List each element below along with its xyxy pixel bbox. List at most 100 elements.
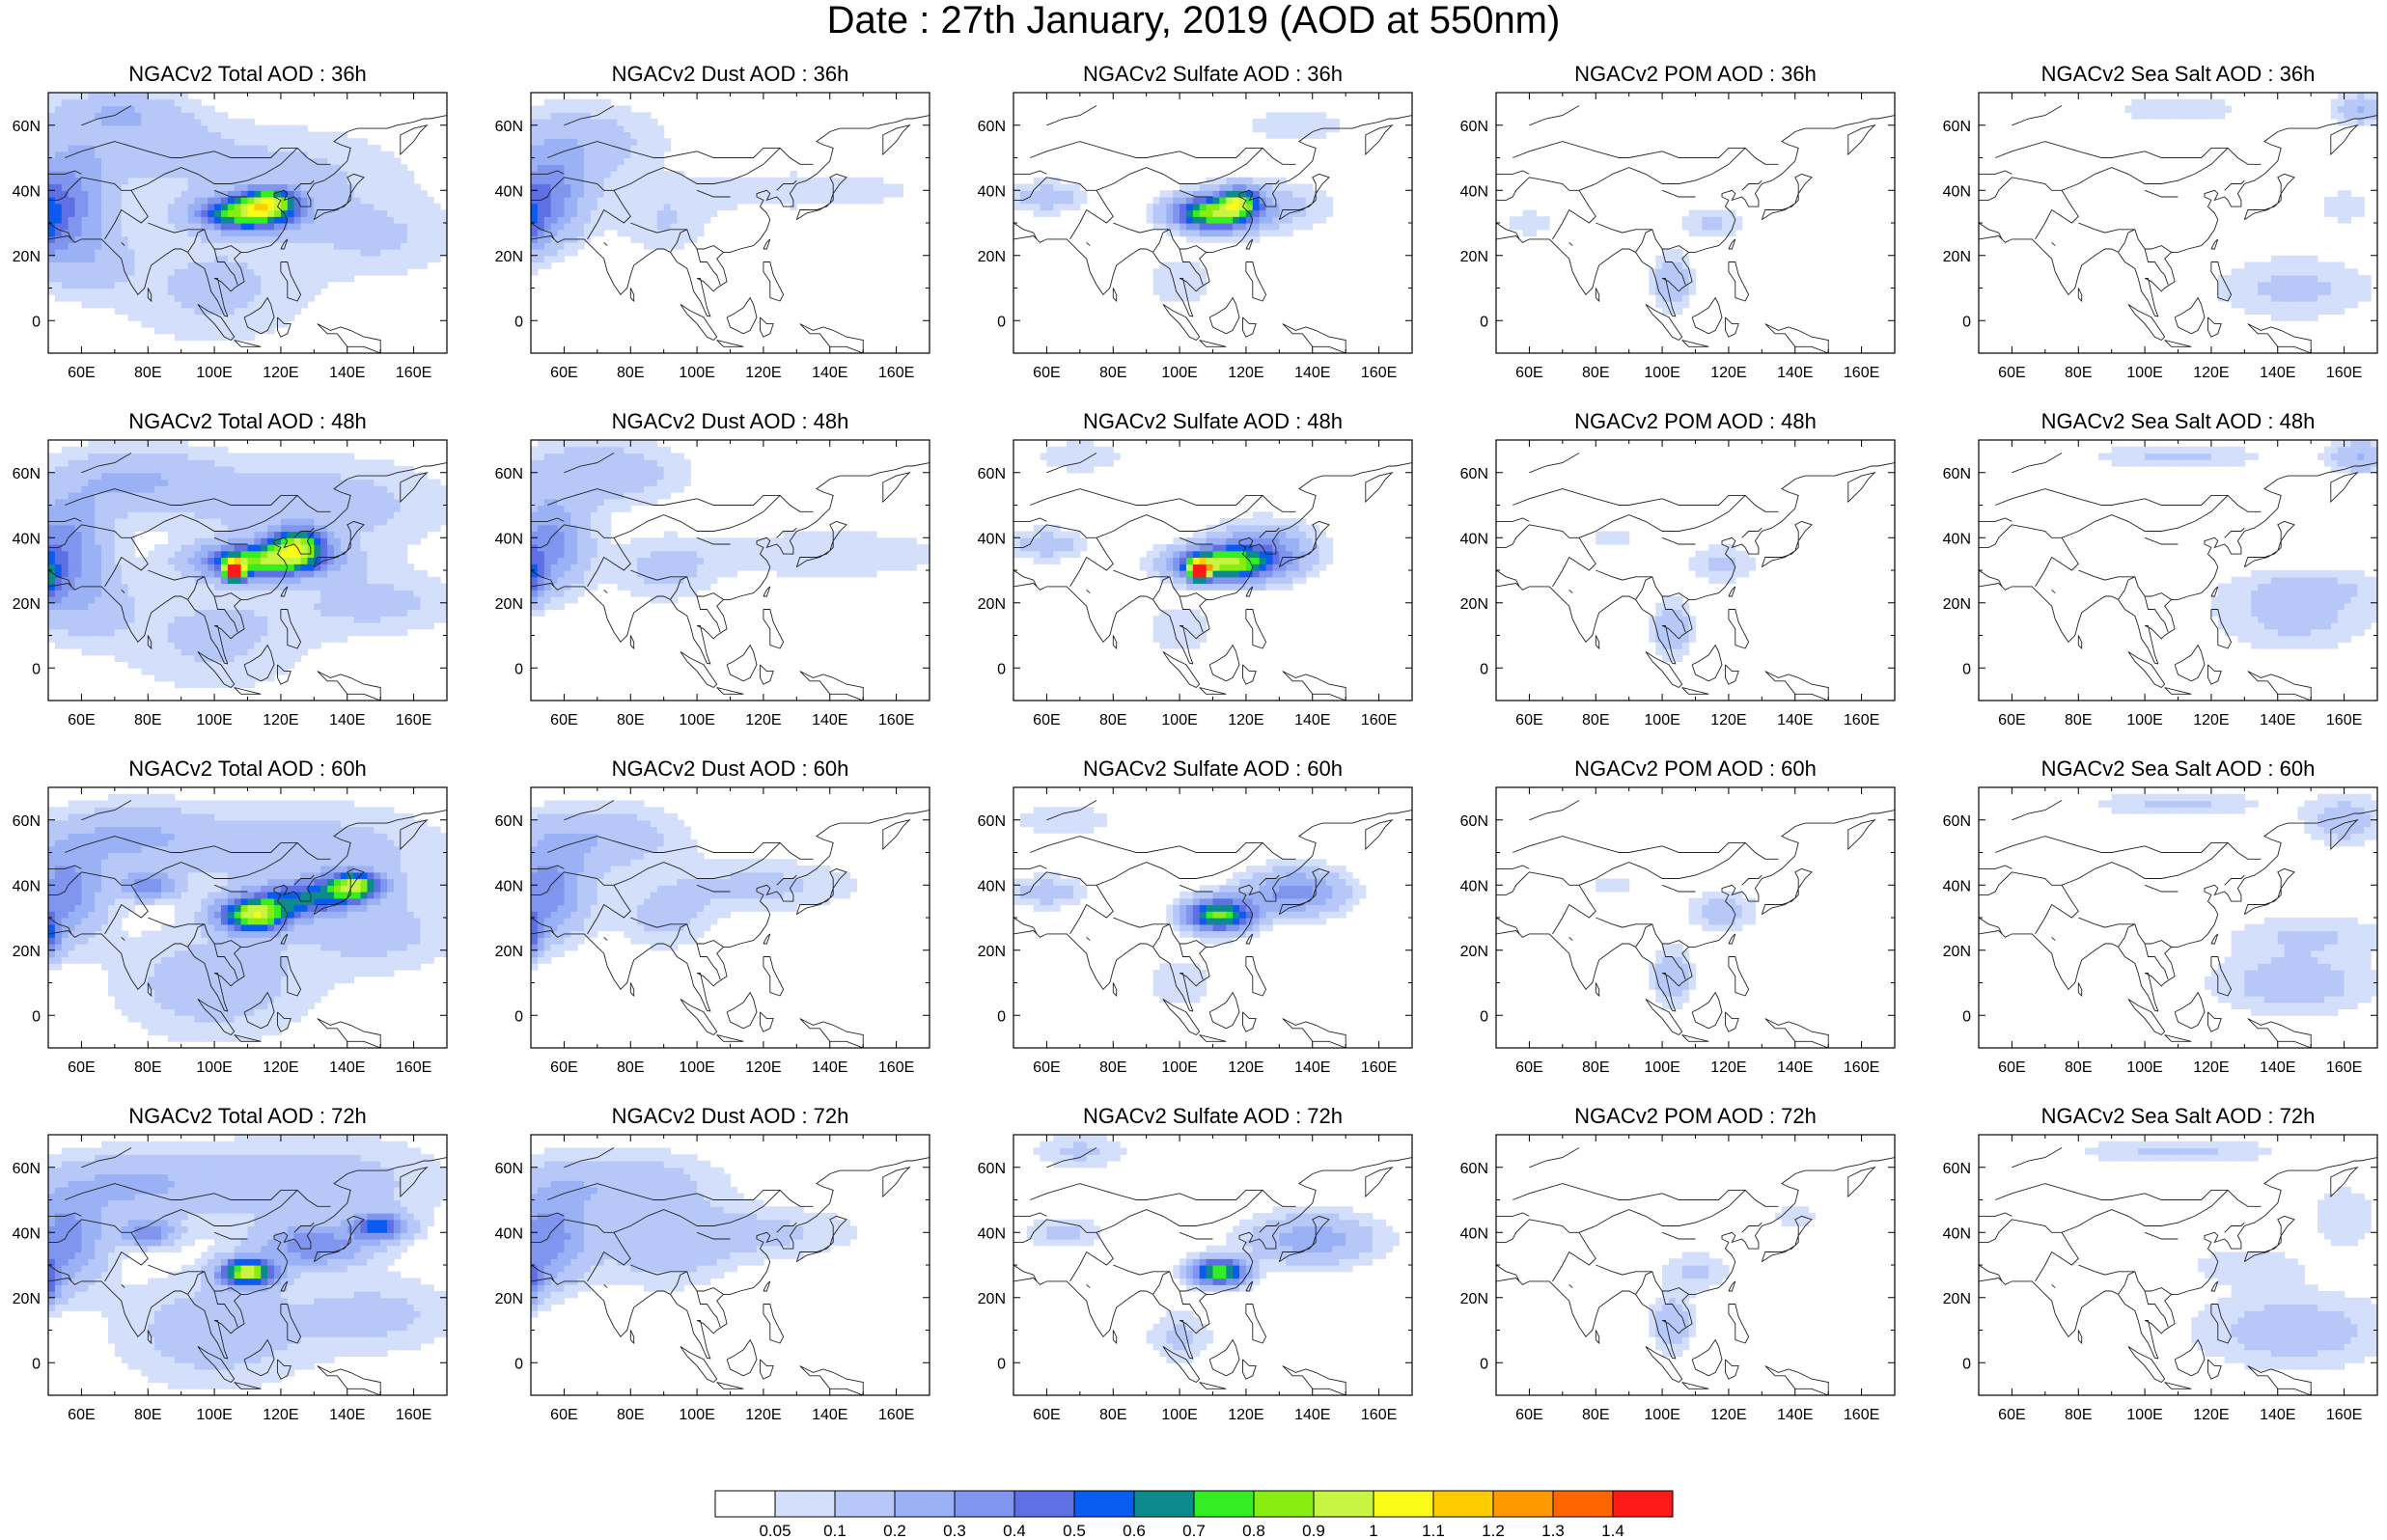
aod-cell	[127, 440, 136, 448]
aod-cell	[174, 654, 182, 663]
aod-cell	[127, 583, 136, 591]
aod-cell	[180, 440, 189, 448]
aod-cell	[1529, 216, 1537, 224]
aod-cell	[320, 466, 328, 474]
aod-cell	[353, 459, 362, 467]
aod-cell	[187, 268, 196, 276]
aod-cell	[2371, 119, 2377, 126]
aod-cell	[121, 550, 129, 559]
aod-cell	[663, 223, 672, 231]
aod-cell	[406, 242, 415, 250]
aod-cell	[320, 596, 328, 604]
aod-cell	[393, 570, 402, 578]
aod-cell	[101, 171, 109, 179]
aod-cell	[624, 209, 631, 217]
aod-cell	[1286, 124, 1293, 133]
aod-cell	[148, 320, 155, 328]
aod-cell	[1053, 209, 1061, 217]
aod-cell	[274, 531, 282, 538]
aod-cell	[154, 164, 162, 172]
aod-cell	[74, 518, 83, 526]
aod-cell	[121, 261, 129, 269]
aod-cell	[154, 635, 162, 643]
aod-cell	[307, 511, 315, 519]
aod-cell	[347, 268, 355, 276]
aod-cell	[74, 453, 83, 460]
aod-cell	[167, 190, 176, 198]
aod-cell	[314, 524, 321, 533]
aod-cell	[393, 197, 402, 205]
aod-cell	[380, 229, 388, 237]
aod-cell	[95, 472, 102, 481]
aod-cell	[61, 119, 69, 126]
aod-cell	[61, 616, 69, 623]
aod-cell	[68, 124, 76, 133]
aod-cell	[201, 609, 208, 617]
aod-cell	[590, 138, 598, 146]
aod-cell	[1199, 197, 1207, 205]
aod-cell	[88, 138, 96, 146]
aod-cell	[790, 177, 797, 185]
aod-cell	[353, 157, 362, 165]
aod-cell	[107, 570, 116, 578]
aod-cell	[101, 609, 109, 617]
aod-cell	[208, 261, 215, 269]
aod-cell	[2323, 294, 2332, 302]
aod-cell	[557, 164, 566, 172]
aod-cell	[81, 255, 89, 263]
aod-cell	[2304, 301, 2312, 309]
aod-cell	[683, 216, 691, 224]
aod-cell	[174, 294, 182, 302]
aod-cell	[2217, 112, 2226, 120]
aod-cell	[274, 557, 282, 564]
aod-cell	[148, 485, 155, 493]
aod-cell	[208, 105, 215, 113]
aod-cell	[610, 190, 619, 198]
aod-cell	[254, 320, 262, 328]
aod-cell	[121, 151, 129, 159]
aod-cell	[127, 157, 136, 165]
aod-cell	[597, 203, 605, 211]
aod-cell	[261, 654, 268, 663]
aod-cell	[274, 642, 282, 649]
aod-cell	[180, 320, 189, 328]
aod-cell	[2357, 93, 2365, 100]
aod-cell	[148, 151, 155, 159]
aod-cell	[564, 124, 571, 133]
aod-cell	[194, 177, 202, 185]
aod-cell	[1668, 261, 1677, 269]
aod-cell	[274, 261, 282, 269]
aod-cell	[736, 183, 744, 191]
aod-cell	[180, 453, 189, 460]
aod-cell	[1199, 281, 1207, 289]
aod-cell	[201, 622, 208, 630]
aod-cell	[1166, 216, 1174, 224]
aod-cell	[1312, 112, 1320, 120]
aod-cell	[367, 485, 375, 493]
aod-cell	[54, 616, 63, 623]
aod-cell	[54, 583, 63, 591]
aod-cell	[617, 119, 625, 126]
aod-cell	[81, 177, 89, 185]
aod-cell	[584, 171, 592, 179]
aod-cell	[161, 472, 169, 481]
aod-cell	[333, 242, 342, 250]
aod-cell	[101, 229, 109, 237]
aod-cell	[141, 518, 149, 526]
aod-cell	[234, 654, 242, 663]
aod-cell	[154, 544, 162, 552]
aod-cell	[174, 138, 182, 146]
aod-cell	[81, 209, 89, 217]
aod-cell	[81, 485, 89, 493]
aod-cell	[360, 557, 368, 564]
aod-cell	[141, 157, 149, 165]
aod-cell	[537, 151, 545, 159]
aod-cell	[1252, 229, 1261, 237]
aod-cell	[387, 209, 395, 217]
aod-cell	[194, 138, 202, 146]
aod-cell	[267, 537, 275, 545]
aod-cell	[107, 203, 116, 211]
aod-cell	[393, 602, 402, 611]
aod-cell	[274, 472, 282, 481]
aod-cell	[201, 301, 208, 309]
